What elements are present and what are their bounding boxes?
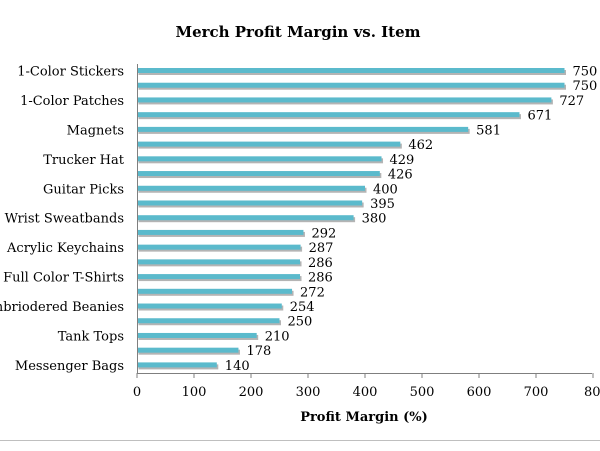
category-label: Acrylic Keychains	[6, 241, 124, 256]
bar	[137, 332, 257, 338]
x-ticks-layer: 0 100 200 300 400 500 600 700 800	[133, 373, 600, 400]
x-tick-label: 0	[133, 385, 141, 400]
category-label: 1-Color Patches	[20, 94, 124, 109]
data-label: 140	[225, 359, 250, 374]
bar	[137, 288, 293, 294]
category-label: Tank Tops	[58, 329, 124, 344]
bar	[137, 141, 401, 147]
bar	[137, 112, 520, 118]
data-label: 254	[290, 300, 315, 315]
category-label: Trucker Hat	[43, 153, 125, 168]
bar	[137, 200, 363, 206]
bar	[137, 362, 217, 368]
bar	[137, 82, 565, 88]
data-label: 210	[265, 329, 290, 344]
category-label: Messenger Bags	[15, 359, 124, 374]
data-label: 395	[370, 197, 395, 212]
bar	[137, 318, 280, 324]
category-label: Magnets	[67, 123, 124, 138]
data-label: 727	[559, 94, 584, 109]
x-tick-label: 600	[467, 385, 492, 400]
bar	[137, 244, 301, 250]
bottom-rule	[0, 440, 600, 441]
data-label: 380	[362, 212, 387, 227]
bars-layer	[137, 68, 566, 370]
bar	[137, 303, 282, 309]
data-label: 292	[311, 226, 336, 241]
x-tick-label: 800	[584, 385, 600, 400]
value-labels-layer: 7507507276715814624294264003953802922872…	[225, 65, 598, 374]
data-label: 250	[288, 315, 313, 330]
bar	[137, 274, 301, 280]
bar	[137, 68, 565, 73]
x-tick-label: 300	[296, 385, 321, 400]
data-label: 429	[390, 153, 415, 168]
bar	[137, 185, 365, 191]
chart-title: Merch Profit Margin vs. Item	[175, 23, 420, 41]
bar	[137, 215, 354, 221]
data-label: 750	[573, 79, 598, 94]
x-tick-label: 200	[239, 385, 264, 400]
data-label: 400	[373, 182, 398, 197]
x-tick-label: 400	[353, 385, 378, 400]
data-label: 581	[476, 123, 501, 138]
bar	[137, 126, 469, 132]
x-tick-label: 700	[524, 385, 549, 400]
bar	[137, 171, 380, 177]
category-labels-layer: 1-Color Stickers 1-Color Patches Magnets Tr…	[0, 65, 125, 374]
data-label: 178	[246, 344, 271, 359]
category-label: Full Color T-Shirts	[3, 271, 124, 286]
data-label: 426	[388, 168, 413, 183]
data-label: 286	[308, 256, 333, 271]
data-label: 286	[308, 271, 333, 286]
category-label: Embriodered Beanies	[0, 300, 124, 315]
bar	[137, 97, 552, 103]
x-tick-label: 500	[410, 385, 435, 400]
bar	[137, 259, 301, 265]
bar	[137, 229, 304, 235]
bar	[137, 156, 382, 162]
data-label: 750	[573, 65, 598, 80]
bar	[137, 347, 239, 353]
data-label: 272	[300, 285, 325, 300]
x-axis-label: Profit Margin (%)	[300, 410, 428, 425]
x-tick-label: 100	[182, 385, 207, 400]
data-label: 287	[309, 241, 334, 256]
category-label: 1-Color Stickers	[17, 65, 124, 80]
data-label: 462	[408, 138, 433, 153]
category-label: Guitar Picks	[43, 182, 124, 197]
category-label: Wrist Sweatbands	[5, 212, 124, 227]
data-label: 671	[527, 109, 552, 124]
